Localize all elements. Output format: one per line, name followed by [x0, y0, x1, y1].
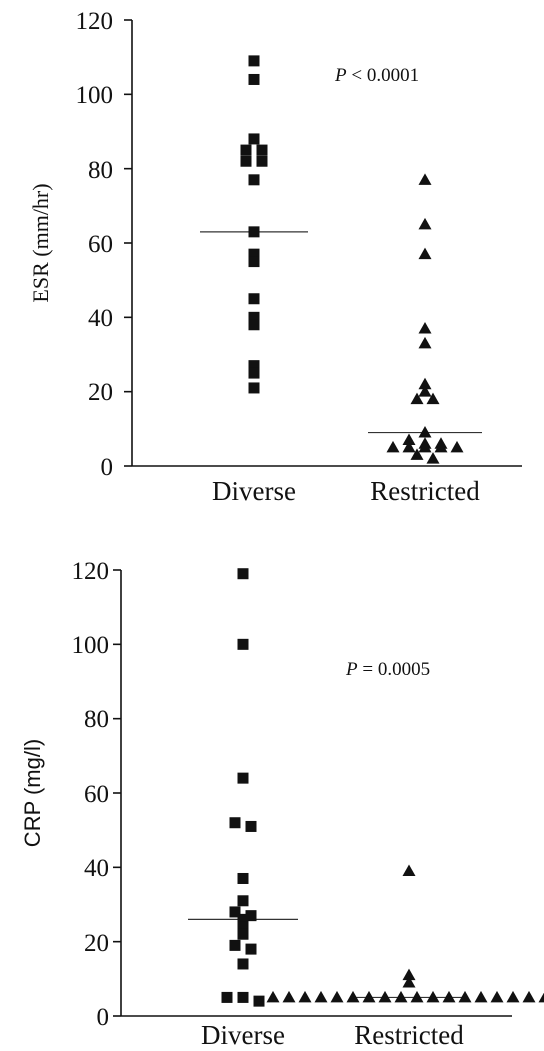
esr-point-diverse: [249, 55, 260, 66]
crp-point-restricted: [411, 991, 424, 1003]
crp-panel: 0 20 40 60 80 100 120 CRP (mg/l) Diverse…: [20, 558, 544, 1050]
crp-point-restricted: [395, 991, 408, 1003]
esr-panel: 0 20 40 60 80 100 120 ESR (mm/hr) Divers…: [28, 8, 522, 506]
crp-ytick-label: 60: [84, 781, 109, 808]
esr-ytick-label: 60: [88, 231, 113, 258]
crp-point-diverse: [230, 817, 241, 828]
esr-ytick-label: 40: [88, 305, 113, 332]
esr-ytick-label: 0: [101, 454, 114, 481]
crp-point-diverse: [238, 895, 249, 906]
crp-point-restricted: [363, 991, 376, 1003]
crp-data-points: [188, 568, 544, 1006]
esr-point-diverse: [249, 293, 260, 304]
crp-point-restricted: [491, 991, 504, 1003]
esr-ytick-label: 120: [76, 8, 114, 35]
esr-ytick-label: 20: [88, 379, 113, 406]
esr-point-diverse: [249, 74, 260, 85]
esr-point-diverse: [249, 382, 260, 393]
crp-point-restricted: [299, 991, 312, 1003]
esr-point-diverse: [249, 133, 260, 144]
crp-ytick-label: 0: [97, 1004, 110, 1031]
esr-p-value: P < 0.0001: [334, 65, 419, 86]
crp-p-value: P = 0.0005: [345, 659, 430, 680]
crp-point-restricted: [403, 865, 416, 877]
esr-point-restricted: [419, 248, 432, 260]
esr-point-diverse: [257, 156, 268, 167]
crp-point-restricted: [507, 991, 520, 1003]
crp-point-diverse: [238, 639, 249, 650]
crp-point-restricted: [443, 991, 456, 1003]
esr-x-category-label: Diverse: [212, 476, 296, 506]
crp-point-restricted: [523, 991, 536, 1003]
crp-point-diverse: [238, 929, 249, 940]
crp-point-diverse: [238, 958, 249, 969]
crp-point-diverse: [238, 568, 249, 579]
esr-point-diverse: [241, 156, 252, 167]
crp-point-diverse: [238, 773, 249, 784]
esr-point-restricted: [419, 337, 432, 349]
crp-point-restricted: [475, 991, 488, 1003]
crp-ytick-label: 120: [72, 558, 110, 585]
esr-point-restricted: [419, 426, 432, 438]
crp-x-category-label: Restricted: [354, 1020, 464, 1050]
esr-point-diverse: [249, 256, 260, 267]
crp-ytick-label: 40: [84, 855, 109, 882]
esr-point-diverse: [257, 145, 268, 156]
crp-point-restricted: [347, 991, 360, 1003]
crp-x-category-label: Diverse: [201, 1020, 285, 1050]
esr-point-diverse: [249, 226, 260, 237]
esr-point-diverse: [249, 174, 260, 185]
crp-point-diverse: [238, 873, 249, 884]
esr-point-restricted: [451, 441, 464, 453]
crp-point-diverse: [246, 944, 257, 955]
crp-point-restricted: [459, 991, 472, 1003]
esr-point-restricted: [419, 218, 432, 230]
esr-point-diverse: [249, 319, 260, 330]
crp-point-diverse: [230, 940, 241, 951]
esr-data-points: [200, 55, 482, 463]
crp-point-diverse: [254, 996, 265, 1007]
crp-ytick-label: 100: [72, 632, 110, 659]
crp-point-restricted: [427, 991, 440, 1003]
crp-y-ticks: 0 20 40 60 80 100 120: [72, 558, 122, 1031]
esr-point-restricted: [419, 173, 432, 185]
crp-point-restricted: [379, 991, 392, 1003]
esr-ytick-label: 80: [88, 157, 113, 184]
crp-ytick-label: 80: [84, 706, 109, 733]
esr-x-category-label: Restricted: [370, 476, 480, 506]
esr-y-ticks: 0 20 40 60 80 100 120: [76, 8, 133, 481]
crp-point-diverse: [222, 992, 233, 1003]
esr-point-restricted: [419, 322, 432, 334]
crp-y-axis-label: CRP (mg/l): [20, 739, 45, 847]
crp-point-restricted: [283, 991, 296, 1003]
esr-y-axis-label: ESR (mm/hr): [28, 183, 53, 302]
esr-point-restricted: [427, 452, 440, 464]
esr-point-diverse: [249, 368, 260, 379]
crp-point-restricted: [539, 991, 544, 1003]
crp-point-restricted: [331, 991, 344, 1003]
esr-ytick-label: 100: [76, 82, 114, 109]
crp-point-diverse: [246, 821, 257, 832]
crp-point-restricted: [267, 991, 280, 1003]
esr-point-diverse: [241, 145, 252, 156]
crp-point-diverse: [238, 992, 249, 1003]
crp-ytick-label: 20: [84, 930, 109, 957]
esr-point-restricted: [387, 441, 400, 453]
crp-point-restricted: [315, 991, 328, 1003]
